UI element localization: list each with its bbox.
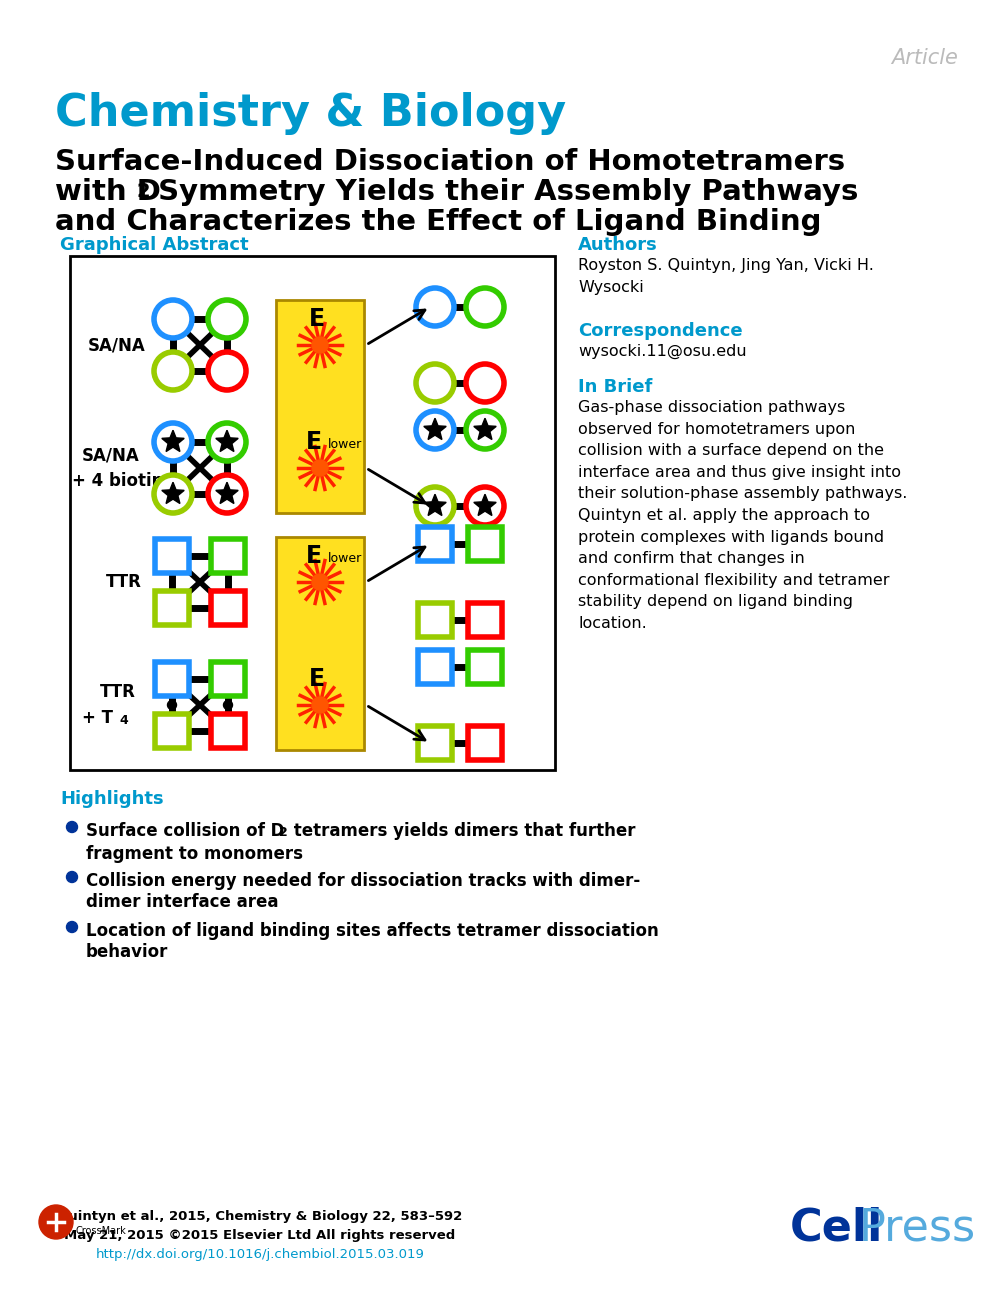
Bar [70,256,555,770]
Circle shape [154,352,192,390]
Polygon shape [473,495,496,515]
Bar [155,539,189,573]
Circle shape [66,921,77,933]
Text: E: E [309,307,325,331]
Bar [211,539,245,573]
Bar [211,662,245,696]
Text: Quintyn et al., 2015, Chemistry & Biology 22, 583–592: Quintyn et al., 2015, Chemistry & Biolog… [57,1210,462,1223]
Polygon shape [424,418,446,440]
Text: with D: with D [55,177,161,206]
Circle shape [39,1205,73,1238]
Circle shape [208,300,246,338]
Bar [468,726,502,760]
Text: behavior: behavior [86,944,169,960]
Text: TTR: TTR [100,683,136,701]
Text: Article: Article [891,48,958,68]
Polygon shape [473,418,496,440]
Polygon shape [162,483,184,504]
Circle shape [466,364,504,402]
Circle shape [208,423,246,461]
Circle shape [168,701,177,710]
Text: Gas-phase dissociation pathways
observed for homotetramers upon
collision with a: Gas-phase dissociation pathways observed… [578,401,908,632]
Text: wysocki.11@osu.edu: wysocki.11@osu.edu [578,345,747,359]
Text: SA/NA: SA/NA [88,335,146,354]
Text: E: E [306,431,322,454]
Bar [155,662,189,696]
Bar [418,603,452,637]
Text: Authors: Authors [578,236,657,254]
Text: Surface collision of D: Surface collision of D [86,822,284,840]
Circle shape [416,487,454,525]
Bar [211,591,245,625]
Text: and Characterizes the Effect of Ligand Binding: and Characterizes the Effect of Ligand B… [55,207,821,236]
Circle shape [208,352,246,390]
Text: lower: lower [328,552,362,565]
Text: + T: + T [82,709,113,727]
Text: CrossMark: CrossMark [76,1225,127,1236]
Circle shape [66,822,77,833]
Text: SA/NA: SA/NA [82,446,140,465]
Circle shape [223,701,232,710]
Text: Highlights: Highlights [60,790,164,808]
Text: lower: lower [328,438,362,452]
Bar [418,650,452,684]
Circle shape [154,475,192,513]
Text: + 4 biotin: + 4 biotin [72,472,164,489]
Bar [276,536,364,750]
Text: Symmetry Yields their Assembly Pathways: Symmetry Yields their Assembly Pathways [148,177,858,206]
Text: TTR: TTR [106,573,142,591]
Text: E: E [309,667,325,692]
Text: 4: 4 [119,715,128,727]
Circle shape [466,411,504,449]
Bar [468,603,502,637]
Circle shape [466,487,504,525]
Bar [468,650,502,684]
Circle shape [416,364,454,402]
Text: dimer interface area: dimer interface area [86,893,278,911]
Bar [155,591,189,625]
Bar [418,726,452,760]
Circle shape [208,475,246,513]
Polygon shape [216,431,238,452]
Text: Graphical Abstract: Graphical Abstract [60,236,248,254]
Circle shape [312,459,328,476]
Text: Location of ligand binding sites affects tetramer dissociation: Location of ligand binding sites affects… [86,923,658,940]
Circle shape [312,697,328,713]
Bar [276,300,364,513]
Text: fragment to monomers: fragment to monomers [86,846,303,863]
Circle shape [416,411,454,449]
Text: In Brief: In Brief [578,378,652,395]
Circle shape [66,872,77,882]
Bar [211,714,245,748]
Text: http://dx.doi.org/10.1016/j.chembiol.2015.03.019: http://dx.doi.org/10.1016/j.chembiol.201… [95,1248,424,1261]
Circle shape [312,574,328,590]
Text: Press: Press [859,1207,976,1249]
Text: tetramers yields dimers that further: tetramers yields dimers that further [288,822,635,840]
Bar [468,527,502,561]
Bar [155,714,189,748]
Circle shape [154,300,192,338]
Text: May 21, 2015 ©2015 Elsevier Ltd All rights reserved: May 21, 2015 ©2015 Elsevier Ltd All righ… [64,1229,455,1242]
Text: Correspondence: Correspondence [578,322,743,341]
Circle shape [416,288,454,326]
Circle shape [312,337,328,352]
Text: 2: 2 [137,181,151,201]
Text: Royston S. Quintyn, Jing Yan, Vicki H.
Wysocki: Royston S. Quintyn, Jing Yan, Vicki H. W… [578,258,874,295]
Text: Chemistry & Biology: Chemistry & Biology [55,91,566,134]
Text: Surface-Induced Dissociation of Homotetramers: Surface-Induced Dissociation of Homotetr… [55,147,845,176]
Text: 2: 2 [279,826,287,839]
Polygon shape [424,495,446,515]
Circle shape [154,423,192,461]
Text: Collision energy needed for dissociation tracks with dimer-: Collision energy needed for dissociation… [86,872,640,890]
Polygon shape [216,483,238,504]
Text: Cell: Cell [790,1207,883,1249]
Circle shape [466,288,504,326]
Text: E: E [306,544,322,568]
Bar [418,527,452,561]
Polygon shape [162,431,184,452]
